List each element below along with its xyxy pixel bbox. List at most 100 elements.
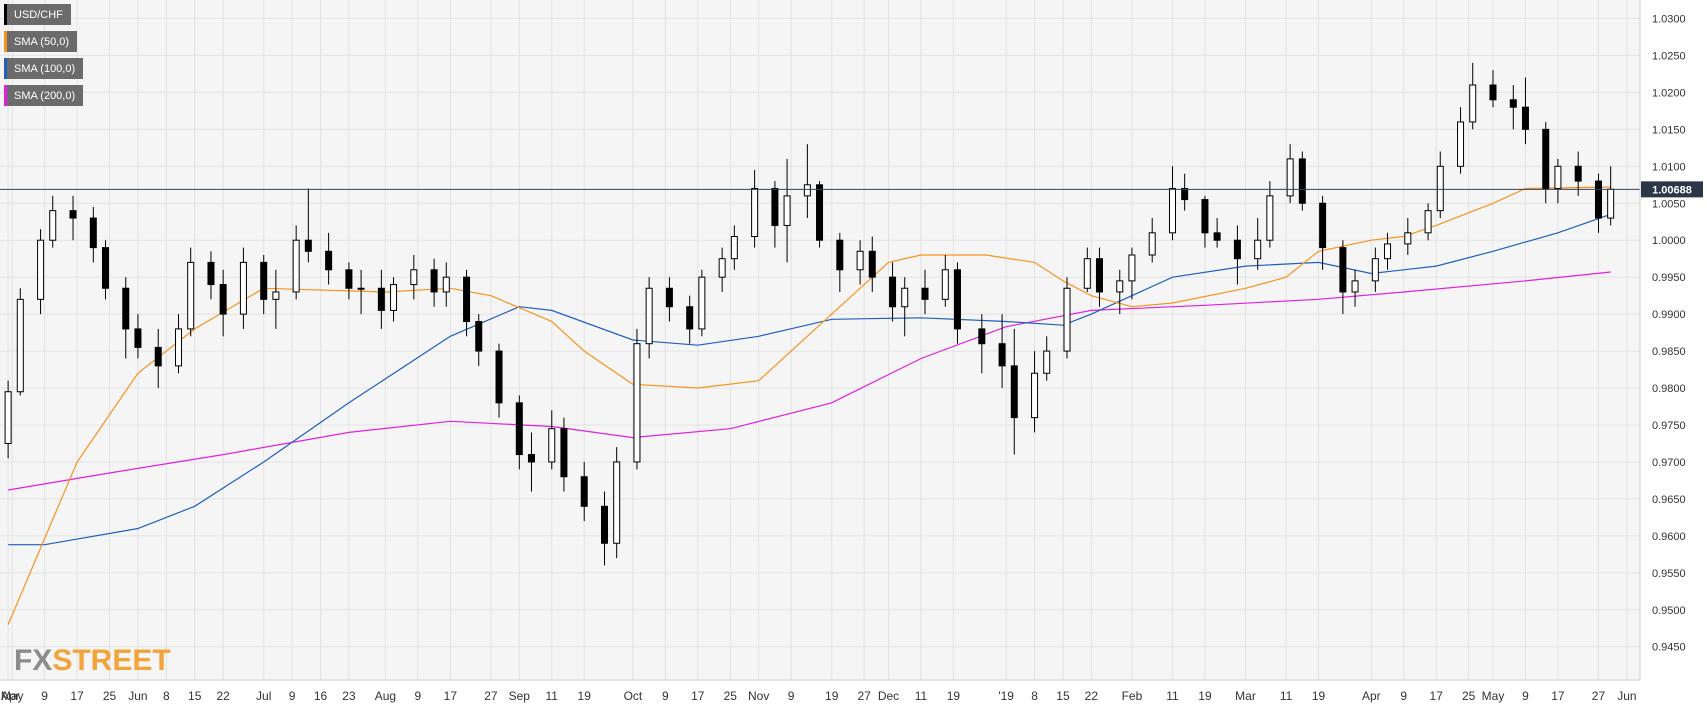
candle-body — [239, 261, 247, 315]
candle-body — [1594, 180, 1602, 219]
candle — [272, 269, 280, 329]
candle-body — [836, 239, 844, 271]
candle — [751, 170, 759, 248]
x-tick-label: 25 — [103, 689, 117, 703]
current-price-label: 1.00688 — [1652, 184, 1692, 196]
candle — [239, 247, 247, 329]
candle — [1181, 173, 1189, 211]
candle — [101, 240, 109, 300]
candle — [390, 277, 398, 322]
legend-label: SMA (100,0) — [14, 62, 76, 75]
x-tick-label: Oct — [624, 689, 643, 703]
plot-background — [0, 0, 1640, 680]
legend-item-usdchf[interactable]: USD/CHF — [4, 4, 71, 25]
x-tick-label: 19 — [825, 689, 839, 703]
candle-body — [613, 461, 621, 544]
candle — [1509, 85, 1517, 130]
y-tick-label: 0.9850 — [1652, 346, 1686, 358]
candle-body — [357, 287, 365, 290]
legend-item-sma100[interactable]: SMA (100,0) — [4, 58, 84, 79]
candle — [154, 328, 162, 389]
candle-body — [175, 328, 183, 367]
candle-body — [187, 261, 195, 330]
candle — [49, 195, 57, 248]
candle — [1083, 247, 1091, 292]
candle — [1128, 247, 1136, 300]
candle-body — [580, 476, 588, 507]
legend-item-sma50[interactable]: SMA (50,0) — [4, 31, 78, 52]
candle-body — [698, 276, 706, 330]
x-tick-label: 16 — [314, 689, 328, 703]
candle-body — [304, 239, 312, 252]
candle-body — [1607, 188, 1615, 219]
x-tick-label: 9 — [289, 689, 296, 703]
candle — [816, 181, 824, 248]
candle-body — [601, 505, 609, 544]
candle — [1594, 173, 1602, 233]
candle-body — [901, 287, 909, 308]
candle — [998, 314, 1006, 389]
candle-body — [1286, 158, 1294, 197]
candle — [560, 417, 568, 492]
candle — [1043, 336, 1051, 381]
current-price-badge — [1641, 181, 1703, 198]
candle-body — [49, 210, 57, 241]
candle-body — [1266, 195, 1274, 241]
candle-body — [751, 187, 759, 238]
x-tick-label: May — [1, 689, 24, 703]
candle-body — [1489, 84, 1497, 101]
x-tick-label: 27 — [484, 689, 498, 703]
candle — [1286, 144, 1294, 204]
candle — [1063, 277, 1071, 359]
candle — [941, 255, 949, 307]
y-tick-label: 0.9450 — [1652, 642, 1686, 654]
candle-body — [560, 428, 568, 478]
candle-body — [377, 287, 385, 311]
candle — [304, 188, 312, 263]
y-tick-label: 0.9600 — [1652, 531, 1686, 543]
candle-body — [998, 343, 1006, 367]
x-tick-label: 9 — [1522, 689, 1529, 703]
candle — [1424, 203, 1432, 241]
y-tick-label: 0.9950 — [1652, 272, 1686, 284]
logo-fx: FX — [14, 644, 53, 677]
legend-item-sma200[interactable]: SMA (200,0) — [4, 85, 84, 106]
y-tick-label: 0.9750 — [1652, 420, 1686, 432]
x-tick-label: 15 — [1056, 689, 1070, 703]
x-tick-label: 19 — [1198, 689, 1212, 703]
x-tick-label: 19 — [1312, 689, 1326, 703]
legend-swatch-icon — [4, 58, 7, 79]
candle-body — [430, 269, 438, 293]
x-tick-label: Apr — [1362, 689, 1381, 703]
candle — [175, 314, 183, 374]
candle-body — [463, 276, 471, 323]
x-tick-label: Sep — [509, 689, 531, 703]
candle — [1574, 151, 1582, 196]
x-tick-label: 22 — [216, 689, 230, 703]
candles — [4, 62, 1615, 566]
candle — [1095, 247, 1103, 307]
candle-body — [154, 346, 162, 367]
candle-body — [1574, 165, 1582, 182]
candle-body — [1083, 258, 1091, 289]
x-tick-label: 27 — [857, 689, 871, 703]
candle-body — [1254, 239, 1262, 260]
x-tick-label: 22 — [1085, 689, 1099, 703]
y-tick-label: 1.0100 — [1652, 161, 1686, 173]
x-tick-label: 25 — [724, 689, 738, 703]
y-tick-label: 1.0050 — [1652, 198, 1686, 210]
candle — [613, 447, 621, 559]
candle-body — [1404, 232, 1412, 245]
x-tick-label: 15 — [188, 689, 202, 703]
y-axis: 1.0300 1.0250 1.0200 1.0150 1.0100 1.0050 1.00… — [1639, 0, 1686, 680]
candle-body — [1181, 187, 1189, 201]
candle — [134, 314, 142, 359]
candle-body — [16, 298, 24, 393]
x-tick-label: 9 — [662, 689, 669, 703]
candle — [325, 232, 333, 285]
candle-body — [527, 454, 535, 463]
candle — [1201, 195, 1209, 248]
x-tick-label: 11 — [1166, 689, 1179, 703]
candle — [1031, 351, 1039, 433]
